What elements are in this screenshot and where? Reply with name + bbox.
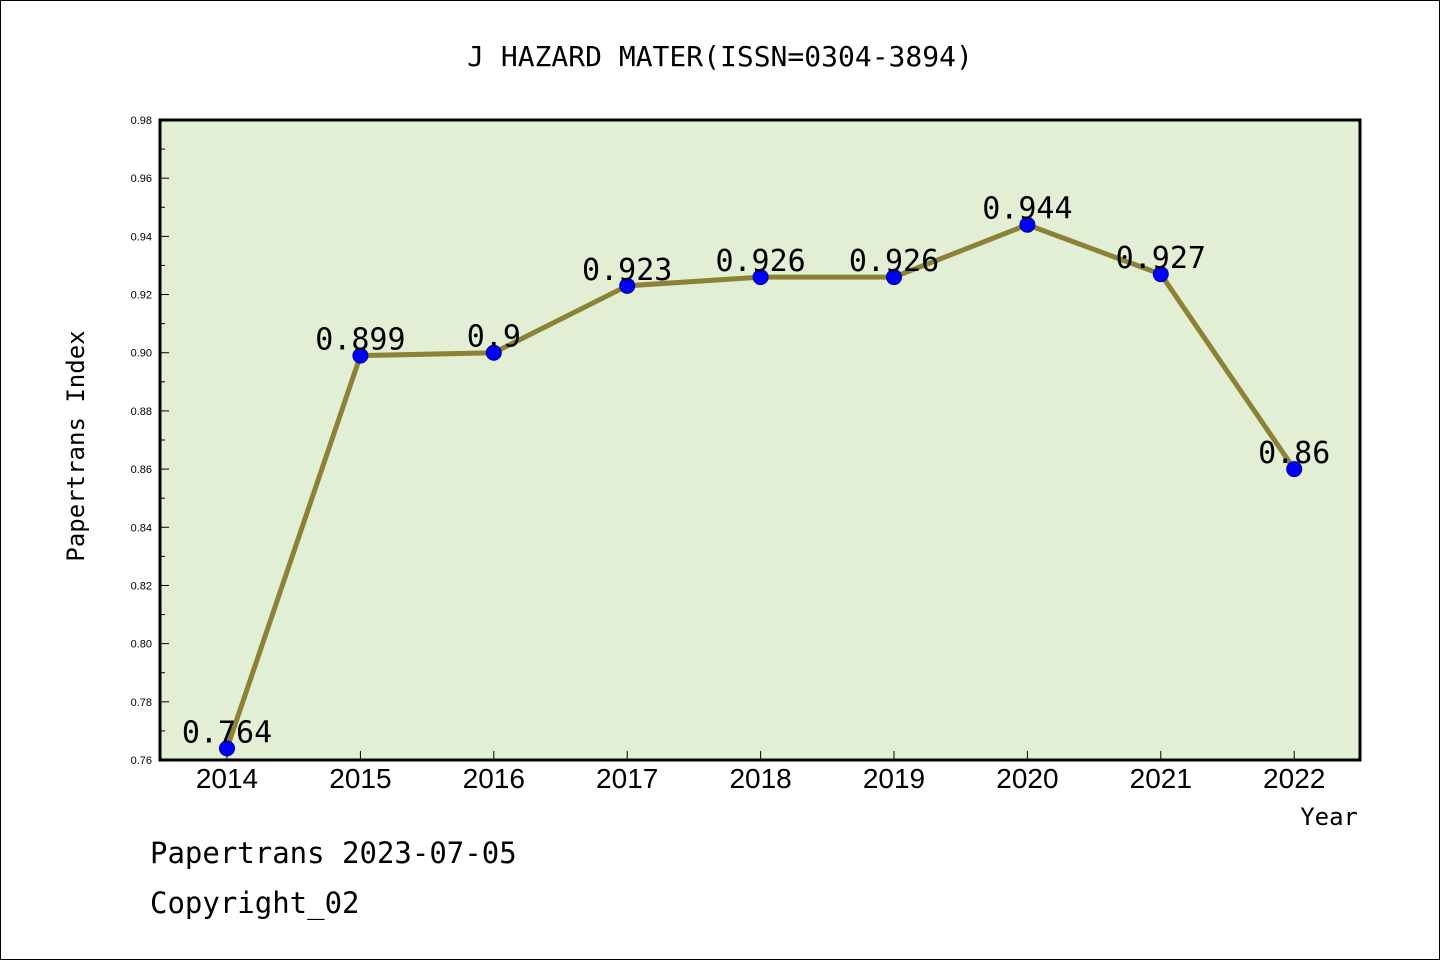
y-tick-label: 0.80	[131, 639, 152, 651]
y-tick-label: 0.82	[131, 580, 152, 592]
data-label-2019: 0.926	[849, 244, 939, 279]
data-label-2021: 0.927	[1116, 241, 1206, 276]
x-axis: 2014 2015 2016 2017 2018 2019 2020 2021 2022	[196, 751, 1325, 794]
data-point-2017	[619, 277, 636, 294]
data-point-2014	[219, 740, 235, 757]
y-tick-label: 0.96	[131, 173, 152, 185]
y-tick-label: 0.88	[131, 406, 152, 418]
plot-area	[158, 118, 1362, 762]
data-point-2019	[886, 269, 902, 286]
x-tick-label: 2014	[196, 763, 258, 794]
y-tick-label: 0.78	[131, 697, 152, 709]
x-tick-label: 2022	[1263, 763, 1325, 794]
data-point-2018	[752, 269, 769, 286]
data-point-2020	[1019, 216, 1036, 233]
data-label-2018: 0.926	[715, 244, 805, 279]
x-tick-label: 2018	[729, 763, 791, 794]
data-label-2017: 0.923	[582, 253, 672, 288]
y-tick-label: 0.98	[131, 115, 152, 127]
footer-date: Papertrans 2023-07-05	[150, 836, 517, 870]
data-point-2022	[1286, 461, 1303, 478]
data-label-2020: 0.944	[982, 192, 1072, 227]
series-layer	[219, 216, 1303, 757]
chart-title: J HAZARD MATER(ISSN=0304-3894)	[467, 40, 973, 73]
data-point-2021	[1152, 266, 1169, 283]
y-axis-label: Papertrans Index	[62, 330, 90, 561]
data-point-2016	[485, 344, 502, 361]
data-label-2022: 0.86	[1258, 436, 1330, 471]
y-tick-label: 0.94	[131, 231, 152, 243]
x-tick-label: 2017	[596, 763, 658, 794]
data-label-2014: 0.764	[182, 715, 272, 750]
x-tick-label: 2021	[1130, 763, 1192, 794]
data-labels: 0.764 0.899 0.9 0.923 0.926 0.926 0.944 0.927 0.…	[182, 192, 1330, 751]
x-tick-label: 2015	[329, 763, 391, 794]
y-axis: 0.76 0.78 0.80 0.82 0.84 0.86 0.88 0.90 0.92 0.94…	[131, 115, 169, 767]
data-point-2015	[352, 347, 369, 364]
x-tick-label: 2020	[996, 763, 1058, 794]
x-tick-label: 2019	[863, 763, 925, 794]
data-label-2016: 0.9	[467, 320, 521, 355]
y-tick-label: 0.92	[131, 290, 152, 302]
x-axis-label: Year	[1300, 803, 1358, 831]
data-label-2015: 0.899	[315, 323, 405, 358]
y-tick-label: 0.84	[131, 522, 152, 534]
x-tick-label: 2016	[463, 763, 525, 794]
y-tick-label: 0.90	[131, 348, 152, 360]
footer-copyright: Copyright_02	[150, 886, 360, 920]
y-tick-label: 0.76	[131, 755, 152, 767]
y-tick-label: 0.86	[131, 464, 152, 476]
